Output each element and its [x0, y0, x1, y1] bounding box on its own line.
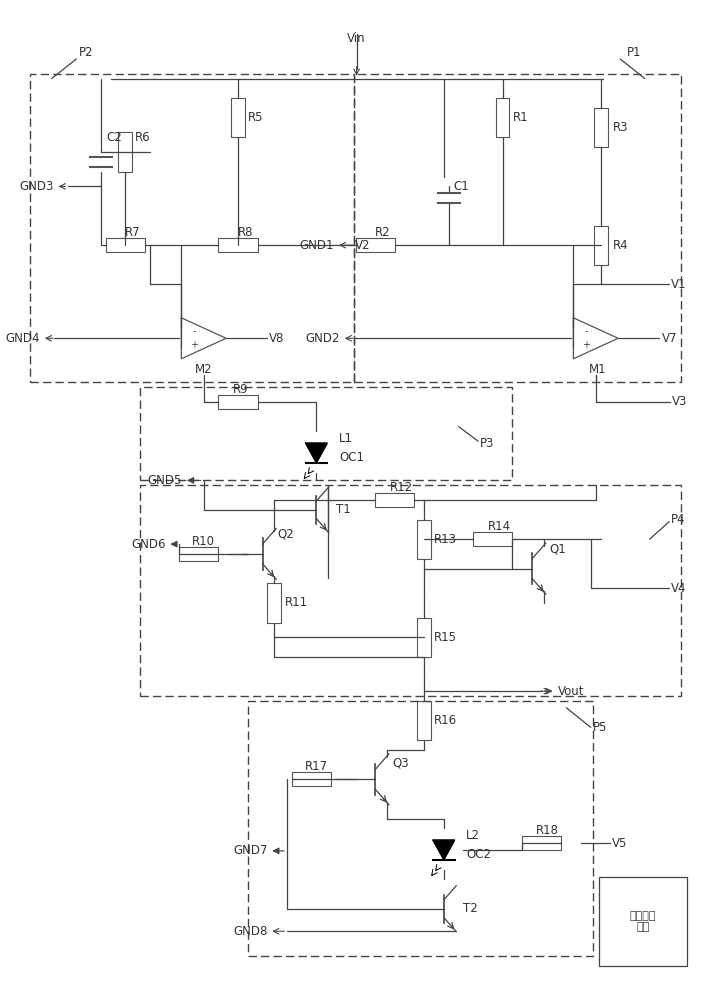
Text: P4: P4: [671, 513, 686, 526]
Polygon shape: [305, 443, 327, 463]
Bar: [594, 108, 607, 147]
Text: R9: R9: [233, 383, 249, 396]
Bar: [418, 618, 431, 657]
Text: R2: R2: [375, 226, 391, 239]
Text: R6: R6: [135, 131, 151, 144]
Text: +: +: [583, 340, 590, 350]
Polygon shape: [433, 840, 455, 860]
Text: R17: R17: [305, 760, 328, 773]
Text: GND1: GND1: [300, 239, 334, 252]
Text: C1: C1: [453, 180, 470, 193]
Text: V5: V5: [612, 837, 628, 850]
Text: V4: V4: [671, 582, 687, 595]
Bar: [292, 772, 331, 786]
Text: OC1: OC1: [339, 451, 364, 464]
Text: L1: L1: [339, 432, 353, 445]
Text: V1: V1: [671, 278, 687, 291]
Text: -: -: [585, 327, 588, 337]
Text: P1: P1: [628, 46, 642, 59]
Bar: [375, 493, 414, 507]
Text: Q1: Q1: [550, 543, 567, 556]
Text: V8: V8: [270, 332, 285, 345]
Bar: [119, 132, 132, 172]
Text: M2: M2: [195, 363, 213, 376]
Text: GND4: GND4: [6, 332, 40, 345]
Text: R15: R15: [434, 631, 457, 644]
Text: C2: C2: [107, 131, 122, 144]
Bar: [267, 583, 281, 623]
Text: M1: M1: [589, 363, 607, 376]
Text: GND5: GND5: [147, 474, 182, 487]
Bar: [599, 877, 687, 966]
Text: +: +: [190, 340, 199, 350]
Text: L2: L2: [466, 829, 480, 842]
Text: GND2: GND2: [305, 332, 340, 345]
Text: R16: R16: [434, 714, 457, 727]
Text: Q2: Q2: [277, 528, 294, 541]
Text: GND3: GND3: [20, 180, 54, 193]
Text: Vin: Vin: [347, 32, 366, 45]
Text: R18: R18: [536, 824, 559, 837]
Text: V3: V3: [673, 395, 687, 408]
Bar: [354, 74, 681, 382]
Text: R13: R13: [434, 533, 457, 546]
Text: GND7: GND7: [233, 844, 267, 857]
Text: P5: P5: [592, 721, 607, 734]
Bar: [140, 485, 681, 696]
Bar: [106, 238, 145, 252]
Text: R3: R3: [612, 121, 628, 134]
Bar: [418, 520, 431, 559]
Text: R10: R10: [192, 535, 215, 548]
Text: R14: R14: [488, 520, 511, 533]
Bar: [218, 238, 258, 252]
Text: OC2: OC2: [466, 848, 491, 861]
Bar: [522, 836, 562, 850]
Bar: [594, 226, 607, 265]
Bar: [473, 532, 512, 546]
Text: R7: R7: [125, 226, 141, 239]
Text: -: -: [192, 327, 196, 337]
Bar: [496, 98, 510, 137]
Bar: [140, 387, 512, 480]
Text: Q3: Q3: [393, 756, 409, 769]
Text: GND6: GND6: [131, 538, 166, 551]
Bar: [30, 74, 354, 382]
Bar: [179, 547, 218, 561]
Text: R8: R8: [238, 226, 253, 239]
Bar: [248, 701, 592, 956]
Text: P2: P2: [79, 46, 94, 59]
Text: R4: R4: [612, 239, 628, 252]
Text: R11: R11: [285, 596, 308, 609]
Text: R5: R5: [248, 111, 263, 124]
Text: R12: R12: [390, 481, 413, 494]
Text: T1: T1: [336, 503, 351, 516]
Bar: [356, 238, 395, 252]
Bar: [231, 98, 245, 137]
Text: T2: T2: [463, 902, 478, 915]
Text: P3: P3: [480, 437, 494, 450]
Text: 均衡控制
芯片: 均衡控制 芯片: [630, 911, 656, 932]
Text: V7: V7: [661, 332, 677, 345]
Text: GND8: GND8: [233, 925, 267, 938]
Bar: [218, 395, 258, 409]
Bar: [418, 701, 431, 740]
Text: V2: V2: [355, 239, 370, 252]
Text: Vout: Vout: [557, 685, 584, 698]
Text: R1: R1: [512, 111, 528, 124]
